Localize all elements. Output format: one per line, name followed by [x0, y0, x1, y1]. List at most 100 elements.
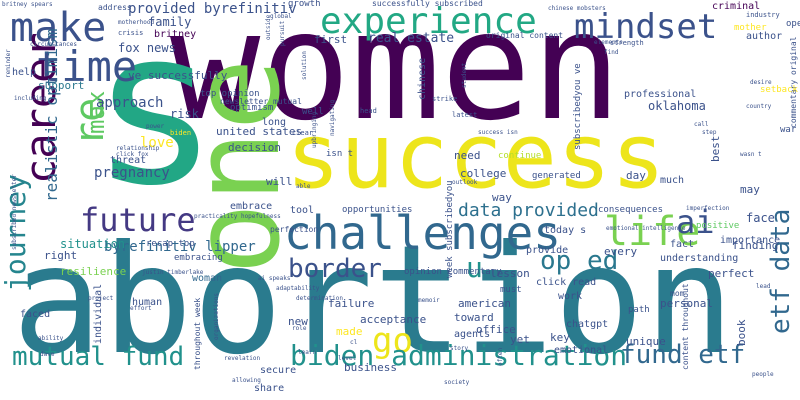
word: student: [461, 62, 468, 88]
word: today s: [544, 225, 587, 236]
word: mother: [734, 23, 767, 33]
word: professional: [624, 89, 697, 100]
word: strike: [432, 95, 458, 103]
word: head: [360, 107, 377, 115]
word: help: [12, 67, 37, 78]
word: resilience: [60, 265, 127, 278]
word: step: [702, 129, 717, 136]
word: outlook: [452, 179, 478, 186]
word: support: [38, 79, 85, 92]
word: success: [286, 104, 666, 209]
word: work: [558, 291, 583, 302]
word: data provided: [458, 200, 599, 221]
word: click read: [536, 277, 597, 288]
word: much: [660, 175, 685, 186]
word: understanding: [660, 253, 739, 264]
word: provided byrefinitiv: [128, 1, 297, 17]
word: lesson: [490, 267, 530, 280]
word: justin timberlake: [142, 269, 204, 276]
word: time: [36, 42, 138, 91]
word: must: [500, 285, 522, 295]
word: woman: [192, 273, 223, 284]
word: perfection: [270, 225, 319, 234]
word: finding: [732, 239, 779, 252]
word: ve successfully: [128, 69, 228, 82]
word: story: [450, 345, 469, 352]
word: subscribed newsletter: [11, 174, 18, 250]
word: original content: [486, 31, 564, 40]
word: situation: [60, 237, 126, 251]
word: fox news: [118, 41, 176, 55]
word: go: [372, 321, 413, 361]
word: family: [148, 15, 192, 29]
word: clear: [292, 129, 314, 137]
word: faced: [20, 309, 51, 320]
word: risk: [170, 107, 199, 121]
word: college: [460, 167, 507, 180]
word: best: [709, 135, 722, 163]
word: provide: [526, 245, 569, 256]
word: criminal: [712, 1, 761, 12]
word: biden administration: [290, 339, 628, 372]
word: revelation: [224, 355, 261, 362]
word: abortion: [12, 214, 735, 388]
word: throughout week: [193, 297, 202, 370]
word: strength: [610, 39, 644, 47]
word: click fox: [116, 151, 149, 158]
word: pregnancy: [94, 165, 170, 181]
word: chinese mobsters: [548, 5, 606, 12]
word: generated: [532, 171, 581, 181]
word: continue: [498, 151, 542, 161]
word: learn: [298, 349, 317, 356]
word: threat: [110, 155, 147, 166]
word: successfully subscribed: [372, 0, 483, 8]
word: life: [604, 209, 701, 255]
word: chinese: [417, 57, 428, 100]
word: opinion commentary: [404, 267, 502, 277]
word: path: [628, 305, 650, 315]
word: biden: [170, 129, 192, 137]
word: face: [746, 211, 775, 225]
word: every: [604, 245, 638, 258]
word: address: [98, 3, 132, 12]
word: border: [288, 254, 382, 284]
word: share: [254, 383, 285, 394]
word: s: [90, 0, 220, 233]
word: etf data: [766, 208, 796, 334]
word: dave: [40, 351, 55, 358]
word: u: [466, 251, 483, 284]
word: week subscribedyou: [445, 180, 455, 278]
word: perfect: [708, 267, 755, 280]
word: consequences: [598, 205, 664, 215]
word: including: [14, 95, 47, 102]
word: memoir: [418, 297, 440, 304]
word: personal: [660, 297, 713, 310]
word: top opinion: [200, 89, 260, 99]
word: emotional: [554, 345, 609, 356]
word: made: [336, 325, 363, 338]
word: navigating: [329, 99, 336, 136]
word: upbringing: [311, 111, 318, 148]
word: decision: [228, 141, 281, 154]
word: emotional intelligence: [606, 225, 686, 232]
word: power: [146, 123, 165, 130]
word: motherhood: [118, 19, 155, 26]
word: britney spears: [2, 1, 53, 8]
word: level: [338, 355, 357, 362]
word: global: [270, 13, 292, 20]
word: reminder: [5, 49, 12, 78]
word: human: [132, 297, 163, 308]
word: call: [694, 121, 709, 128]
word: relationship: [116, 145, 160, 152]
word: imperfection: [686, 205, 730, 212]
word: embracing: [174, 253, 223, 263]
word: secure: [260, 365, 297, 376]
word: allowing: [232, 377, 261, 384]
word: failure: [328, 297, 375, 310]
word: wasn t: [740, 151, 762, 158]
word: need: [454, 149, 481, 162]
word: latest: [452, 111, 478, 119]
word: project: [88, 295, 114, 302]
word: isn t: [326, 149, 354, 159]
